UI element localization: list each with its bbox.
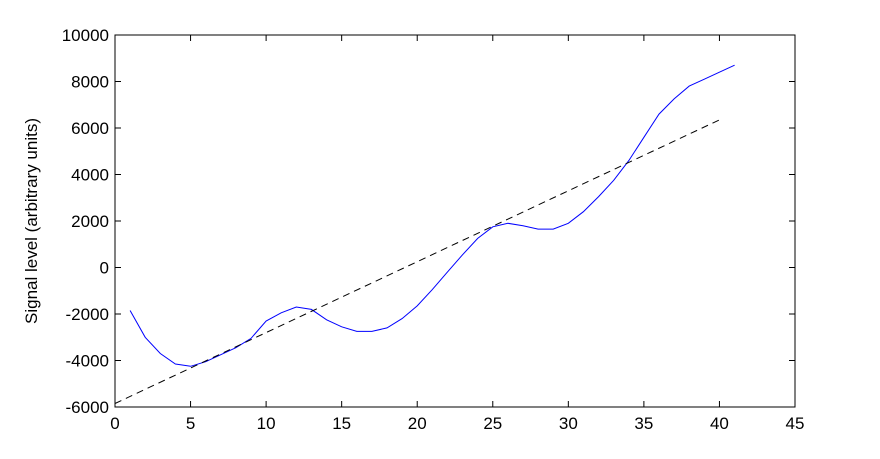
y-tick-label: -4000: [66, 352, 109, 371]
x-axis-ticks: 0 5 10 15 20 25 30 35 40 45: [110, 35, 804, 433]
x-tick-label: 35: [634, 414, 653, 433]
y-tick-label: 0: [100, 259, 109, 278]
y-tick-label: -2000: [66, 305, 109, 324]
x-tick-label: 45: [786, 414, 805, 433]
x-tick-label: 40: [710, 414, 729, 433]
x-tick-label: 25: [483, 414, 502, 433]
x-tick-label: 30: [559, 414, 578, 433]
y-tick-label: 8000: [71, 73, 109, 92]
y-tick-label: -6000: [66, 398, 109, 417]
x-tick-label: 10: [257, 414, 276, 433]
x-tick-label: 0: [110, 414, 119, 433]
y-tick-label: 2000: [71, 212, 109, 231]
plot-area: [114, 34, 796, 408]
series-layer: [114, 64, 735, 404]
x-tick-label: 20: [408, 414, 427, 433]
signal-line: [129, 64, 735, 367]
x-tick-label: 5: [186, 414, 195, 433]
y-axis-ticks: -6000 -4000 -2000 0 2000 4000 6000 8000 10000: [62, 26, 795, 417]
y-tick-label: 4000: [71, 166, 109, 185]
y-tick-label: 10000: [62, 26, 109, 45]
x-tick-label: 15: [332, 414, 351, 433]
dashed-trend-line: [114, 119, 720, 404]
y-axis-label: Signal level (arbitrary units): [22, 118, 41, 324]
y-tick-label: 6000: [71, 119, 109, 138]
